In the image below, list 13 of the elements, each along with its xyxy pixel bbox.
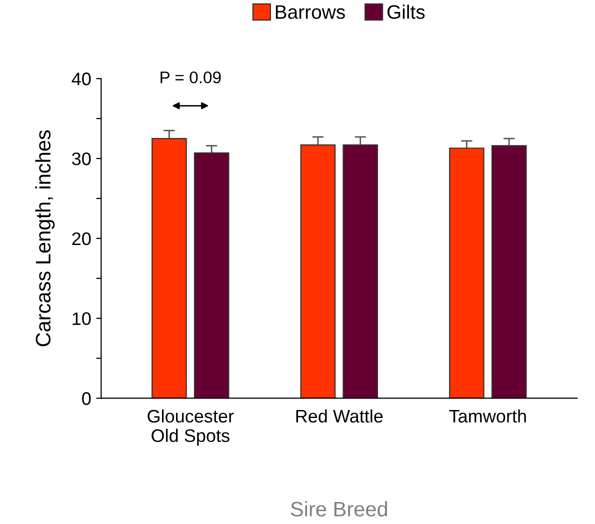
- x-tick-label: Tamworth: [449, 409, 526, 423]
- y-tick-label: 20: [72, 232, 91, 246]
- x-axis-title: Sire Breed: [290, 501, 388, 516]
- x-tick-label: Gloucester Old Spots: [148, 409, 234, 446]
- y-tick-label: 0: [82, 392, 91, 405]
- y-tick-label: 30: [72, 152, 91, 166]
- annotation: P = 0.09: [160, 71, 221, 84]
- x-tick-label: Red Wattle: [296, 409, 383, 423]
- y-tick-label: 10: [72, 312, 91, 326]
- y-tick-label: 40: [72, 72, 91, 86]
- legend-label: Barrows: [276, 5, 345, 19]
- legend-label: Gilts: [387, 4, 425, 19]
- y-axis-title: Carcass Length, inches: [35, 130, 55, 346]
